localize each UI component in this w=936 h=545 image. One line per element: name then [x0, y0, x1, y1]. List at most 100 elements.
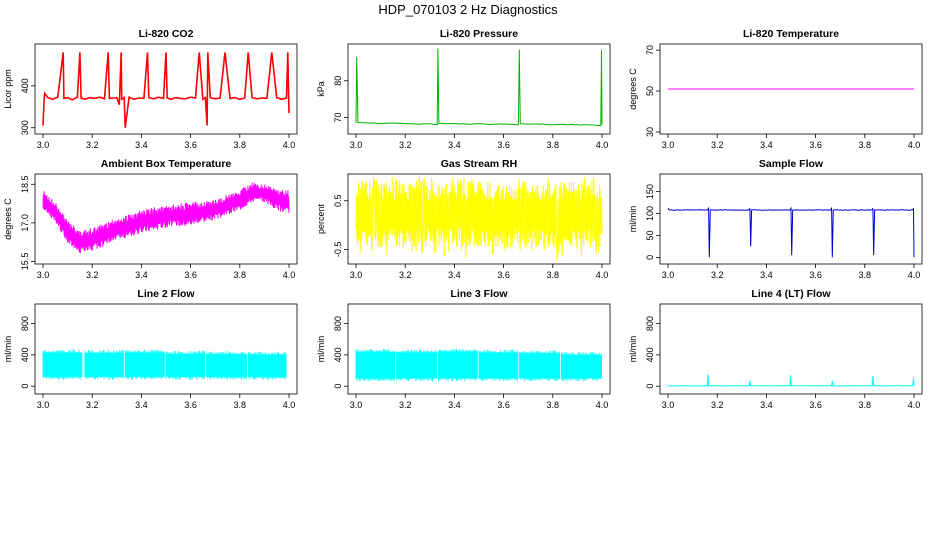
- chart-panel-1: Li-820 CO2 Licor ppm 3.0 3.2 3.4 3.6 3.8 4.0 300…: [3, 28, 298, 150]
- plot-frame: [34, 303, 298, 395]
- y-axis-label: degrees C: [3, 198, 13, 240]
- y-tick-label: 100: [645, 206, 655, 221]
- y-axis-label: ml/min: [3, 336, 13, 363]
- x-tick-label: 3.0: [662, 400, 675, 410]
- x-tick-label: 3.4: [135, 400, 148, 410]
- x-tick-label: 3.4: [760, 400, 773, 410]
- x-tick-label: 3.8: [859, 140, 872, 150]
- x-tick-label: 3.4: [135, 270, 148, 280]
- chart-panel-9: Line 4 (LT) Flow ml/min 3.0 3.2 3.4 3.6 3.8 4.0…: [628, 288, 923, 410]
- data-series: [667, 374, 915, 387]
- chart-title: Line 2 Flow: [137, 288, 195, 300]
- x-tick-label: 4.0: [596, 400, 609, 410]
- x-tick-label: 3.2: [711, 400, 724, 410]
- x-tick-label: 3.2: [86, 400, 99, 410]
- y-tick-label: 0: [333, 384, 343, 389]
- x-tick-label: 3.0: [662, 270, 675, 280]
- x-tick-label: 3.2: [711, 270, 724, 280]
- data-series: [42, 349, 287, 380]
- plot-frame: [659, 173, 923, 265]
- series-line: [667, 206, 915, 258]
- x-tick-label: 3.2: [399, 400, 412, 410]
- chart-panel-5: Gas Stream RH percent 3.0 3.2 3.4 3.6 3.8 4.0 -0…: [316, 158, 611, 280]
- x-tick-label: 3.8: [234, 140, 247, 150]
- chart-title: Ambient Box Temperature: [101, 158, 232, 170]
- chart-panel-7: Line 2 Flow ml/min 3.0 3.2 3.4 3.6 3.8 4.0 0 400 8…: [3, 288, 298, 410]
- data-series: [355, 348, 602, 382]
- series-band: [42, 182, 290, 254]
- series-band: [355, 176, 603, 261]
- x-tick-label: 3.2: [86, 140, 99, 150]
- x-tick-label: 3.6: [184, 400, 197, 410]
- x-tick-label: 3.4: [760, 270, 773, 280]
- x-tick-label: 3.6: [809, 270, 822, 280]
- chart-panel-4: Ambient Box Temperature degrees C 3.0 3.2 3.…: [3, 158, 298, 280]
- x-tick-label: 4.0: [908, 270, 921, 280]
- x-tick-label: 4.0: [908, 400, 921, 410]
- chart-panel-3: Li-820 Temperature degrees C 3.0 3.2 3.4 3.6 3…: [628, 28, 923, 150]
- x-tick-label: 4.0: [283, 140, 296, 150]
- x-tick-label: 3.4: [760, 140, 773, 150]
- y-tick-label: 150: [645, 184, 655, 199]
- plot-frame: [347, 43, 611, 135]
- x-tick-label: 3.8: [547, 140, 560, 150]
- y-tick-label: 300: [20, 120, 30, 135]
- y-tick-label: 0: [20, 384, 30, 389]
- x-tick-label: 3.6: [809, 400, 822, 410]
- y-tick-label: 800: [20, 316, 30, 331]
- y-tick-label: 70: [645, 45, 655, 55]
- chart-title: Line 3 Flow: [450, 288, 508, 300]
- x-tick-label: 3.8: [234, 270, 247, 280]
- x-tick-label: 3.0: [662, 140, 675, 150]
- chart-panel-8: Line 3 Flow ml/min 3.0 3.2 3.4 3.6 3.8 4.0 0 400 8…: [316, 288, 611, 410]
- y-tick-label: 80: [333, 76, 343, 86]
- x-tick-label: 3.0: [37, 400, 50, 410]
- x-tick-label: 3.4: [135, 140, 148, 150]
- x-tick-label: 4.0: [283, 400, 296, 410]
- y-axis-label: percent: [316, 203, 326, 234]
- data-series: [667, 206, 915, 258]
- chart-title: Li-820 Temperature: [743, 28, 839, 40]
- x-tick-label: 3.2: [399, 270, 412, 280]
- x-tick-label: 3.4: [448, 270, 461, 280]
- plot-frame: [659, 43, 923, 135]
- plot-frame: [347, 173, 611, 265]
- y-tick-label: 50: [645, 86, 655, 96]
- data-series: [42, 182, 290, 254]
- chart-title: Li-820 Pressure: [440, 28, 518, 40]
- y-tick-label: 0: [645, 255, 655, 260]
- y-axis-label: ml/min: [628, 336, 638, 363]
- x-tick-label: 4.0: [596, 140, 609, 150]
- x-tick-label: 3.8: [859, 270, 872, 280]
- x-tick-label: 3.0: [350, 270, 363, 280]
- page-title: HDP_070103 2 Hz Diagnostics: [378, 2, 558, 17]
- y-tick-label: 18.5: [20, 176, 30, 194]
- x-tick-label: 3.6: [497, 140, 510, 150]
- chart-title: Line 4 (LT) Flow: [751, 288, 831, 300]
- x-tick-label: 3.6: [184, 140, 197, 150]
- series-line: [42, 52, 290, 128]
- y-tick-label: -0.5: [333, 242, 343, 258]
- x-tick-label: 3.6: [809, 140, 822, 150]
- plot-frame: [34, 173, 298, 265]
- y-tick-label: 17.0: [20, 214, 30, 232]
- x-tick-label: 3.0: [350, 400, 363, 410]
- x-tick-label: 3.4: [448, 140, 461, 150]
- x-tick-label: 3.0: [350, 140, 363, 150]
- plot-frame: [34, 43, 298, 135]
- data-series: [42, 52, 290, 128]
- y-tick-label: 50: [645, 230, 655, 240]
- x-tick-label: 3.8: [547, 400, 560, 410]
- chart-panel-2: Li-820 Pressure kPa 3.0 3.2 3.4 3.6 3.8 4.0 70 80: [316, 28, 611, 150]
- y-tick-label: 800: [645, 316, 655, 331]
- x-tick-label: 4.0: [596, 270, 609, 280]
- y-axis-label: ml/min: [628, 206, 638, 233]
- x-tick-label: 3.6: [184, 270, 197, 280]
- y-axis-label: Licor ppm: [3, 69, 13, 109]
- y-tick-label: 15.5: [20, 253, 30, 271]
- x-tick-label: 3.4: [448, 400, 461, 410]
- x-tick-label: 3.0: [37, 270, 50, 280]
- x-tick-label: 3.0: [37, 140, 50, 150]
- y-tick-label: 0.5: [333, 194, 343, 207]
